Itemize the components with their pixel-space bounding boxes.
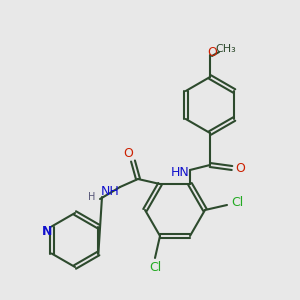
Text: Cl: Cl bbox=[231, 196, 243, 208]
Text: NH: NH bbox=[100, 184, 119, 197]
Text: H: H bbox=[88, 192, 96, 202]
Text: O: O bbox=[235, 161, 245, 175]
Text: HN: HN bbox=[171, 166, 189, 178]
Text: N: N bbox=[41, 225, 52, 238]
Text: Cl: Cl bbox=[149, 262, 161, 275]
Text: O: O bbox=[207, 46, 217, 59]
Text: CH₃: CH₃ bbox=[216, 44, 236, 54]
Text: O: O bbox=[123, 146, 133, 160]
